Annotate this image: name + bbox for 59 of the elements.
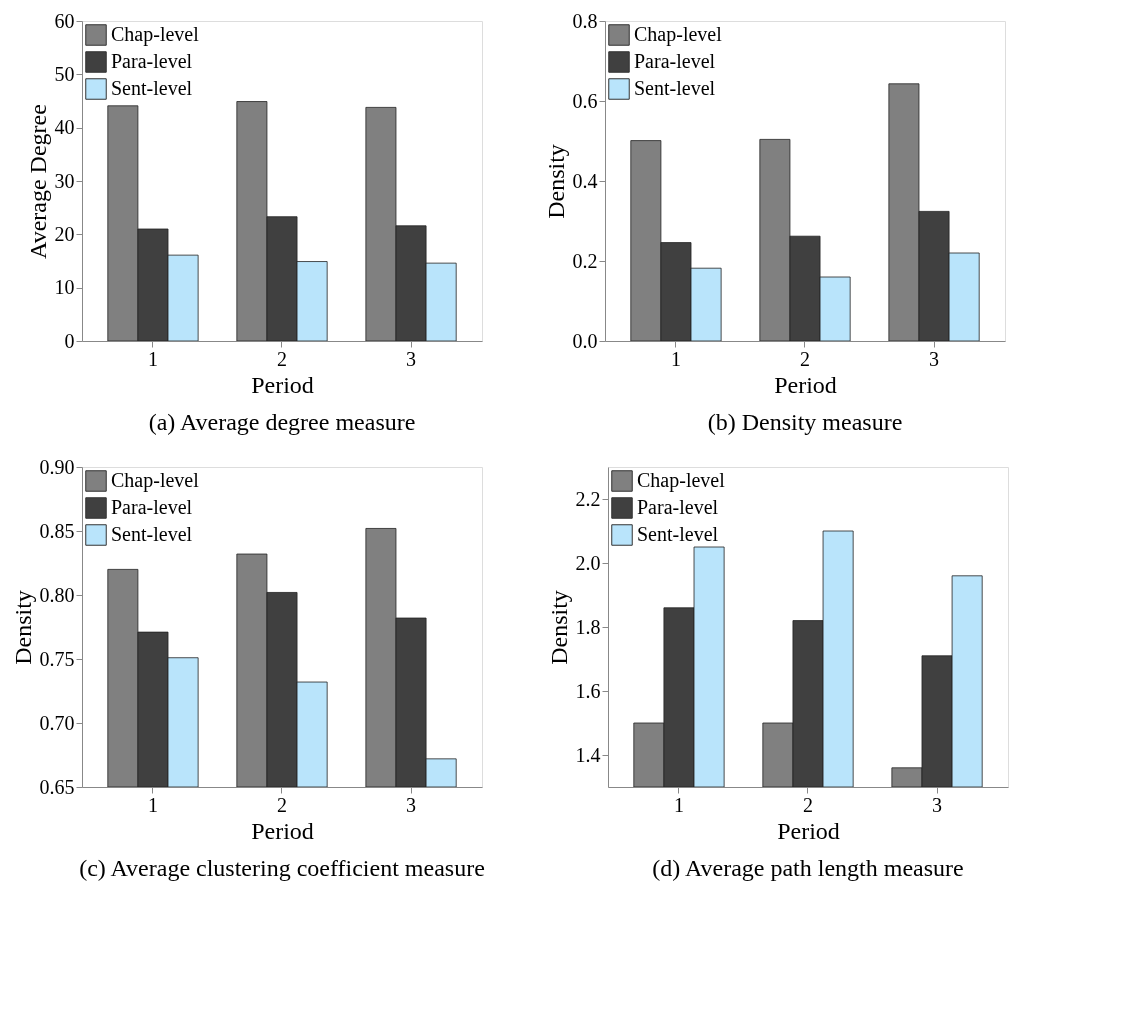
x-tick-label: 2 (800, 347, 810, 370)
legend-label: Sent-level (634, 77, 716, 99)
y-tick-label: 1.4 (575, 743, 601, 766)
x-tick-label: 1 (147, 347, 158, 370)
legend-label: Sent-level (111, 523, 193, 545)
legend-label: Chap-level (111, 469, 200, 492)
text: (d) Average path length measure (652, 855, 964, 881)
y-tick-label: 0.75 (39, 647, 75, 670)
legend-label: Sent-level (637, 523, 719, 545)
legend-label: Para-level (634, 50, 716, 72)
y-tick-label: 20 (54, 222, 75, 245)
x-tick-label: 2 (277, 347, 287, 370)
x-tick-label: 2 (803, 793, 813, 816)
y-axis-title: Density (9, 590, 36, 665)
legend-label: Para-level (637, 496, 719, 518)
x-tick-label: 1 (147, 793, 158, 816)
y-tick-label: 0.8 (572, 9, 598, 32)
y-tick-label: 40 (54, 116, 75, 139)
text: (c) Average clustering coefficient measure (79, 855, 485, 881)
y-tick-label: 0.6 (572, 89, 598, 112)
x-axis-title: Period (777, 817, 840, 844)
legend-label: Chap-level (637, 469, 726, 492)
y-tick-label: 0.0 (572, 329, 598, 352)
y-tick-label: 2.0 (575, 551, 601, 574)
legend-label: Chap-level (111, 23, 200, 46)
y-tick-label: 10 (54, 276, 75, 299)
legend-label: Sent-level (111, 77, 193, 99)
x-axis-title: Period (251, 817, 314, 844)
x-tick-label: 3 (406, 793, 417, 816)
y-tick-label: 2.2 (575, 487, 601, 510)
x-tick-label: 1 (670, 347, 681, 370)
y-tick-label: 0.4 (572, 169, 598, 192)
y-axis-title: Density (542, 144, 569, 219)
y-tick-label: 0.70 (39, 711, 75, 734)
x-axis-title: Period (774, 371, 837, 398)
y-tick-label: 1.8 (575, 615, 601, 638)
x-tick-label: 1 (673, 793, 684, 816)
legend-label: Para-level (111, 496, 193, 518)
x-axis-title: Period (251, 371, 314, 398)
y-tick-label: 0 (64, 329, 75, 352)
y-tick-label: 50 (54, 62, 75, 85)
y-tick-label: 1.6 (575, 679, 601, 702)
y-tick-label: 0.90 (39, 455, 75, 478)
x-tick-label: 3 (406, 347, 417, 370)
text: (a) Average degree measure (148, 409, 416, 435)
x-tick-label: 3 (932, 793, 943, 816)
x-tick-label: 3 (929, 347, 940, 370)
y-tick-label: 60 (54, 9, 75, 32)
legend-label: Para-level (111, 50, 193, 72)
x-tick-label: 2 (277, 793, 287, 816)
y-axis-title: Average Degree (24, 104, 51, 259)
y-axis-title: Density (545, 590, 572, 665)
y-tick-label: 0.2 (572, 249, 598, 272)
text: (b) Density measure (707, 409, 903, 435)
legend-label: Chap-level (634, 23, 723, 46)
y-tick-label: 0.85 (39, 519, 75, 542)
y-tick-label: 0.80 (39, 583, 75, 606)
y-tick-label: 30 (54, 169, 75, 192)
y-tick-label: 0.65 (39, 775, 75, 798)
